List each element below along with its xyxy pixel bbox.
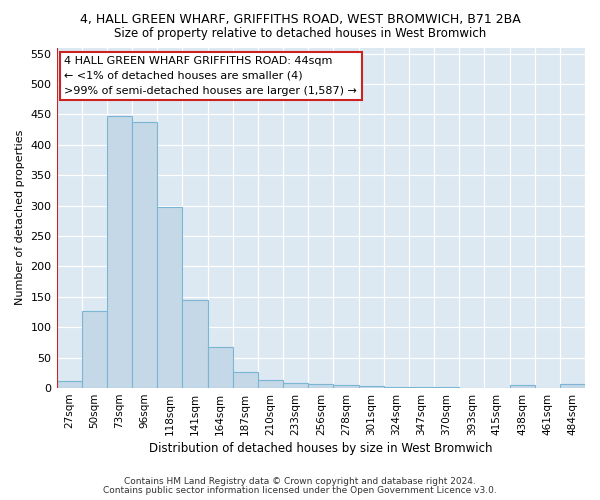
Text: Contains HM Land Registry data © Crown copyright and database right 2024.: Contains HM Land Registry data © Crown c… — [124, 477, 476, 486]
Bar — [560, 384, 585, 388]
Bar — [82, 312, 107, 388]
Bar — [157, 208, 182, 388]
X-axis label: Distribution of detached houses by size in West Bromwich: Distribution of detached houses by size … — [149, 442, 493, 455]
Bar — [56, 381, 82, 388]
Text: Contains public sector information licensed under the Open Government Licence v3: Contains public sector information licen… — [103, 486, 497, 495]
Bar — [509, 385, 535, 388]
Bar — [308, 384, 334, 388]
Y-axis label: Number of detached properties: Number of detached properties — [15, 130, 25, 306]
Bar — [334, 385, 359, 388]
Bar — [283, 382, 308, 388]
Bar — [359, 386, 383, 388]
Bar — [132, 122, 157, 388]
Bar — [182, 300, 208, 388]
Bar — [258, 380, 283, 388]
Bar — [233, 372, 258, 388]
Bar — [107, 116, 132, 388]
Bar — [208, 346, 233, 388]
Text: 4 HALL GREEN WHARF GRIFFITHS ROAD: 44sqm
← <1% of detached houses are smaller (4: 4 HALL GREEN WHARF GRIFFITHS ROAD: 44sqm… — [64, 56, 358, 96]
Text: 4, HALL GREEN WHARF, GRIFFITHS ROAD, WEST BROMWICH, B71 2BA: 4, HALL GREEN WHARF, GRIFFITHS ROAD, WES… — [80, 12, 520, 26]
Text: Size of property relative to detached houses in West Bromwich: Size of property relative to detached ho… — [114, 28, 486, 40]
